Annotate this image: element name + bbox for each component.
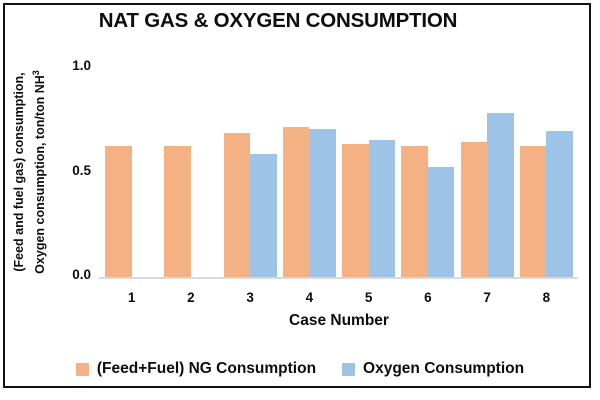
chart-title: NAT GAS & OXYGEN CONSUMPTION [98,9,458,32]
bar-oxygen-case-6 [427,166,455,277]
bar-ng-case-3 [223,133,251,277]
bar-oxygen-case-4 [309,129,336,277]
bar-ng-case-2 [164,145,191,277]
x-tick-label-6: 6 [424,290,432,305]
bar-ng-case-5 [342,143,369,277]
chart-legend: (Feed+Fuel) NG Consumption Oxygen Consum… [0,358,600,380]
legend-label-ng: (Feed+Fuel) NG Consumption [96,360,317,377]
bar-ng-case-8 [519,145,547,277]
x-tick-label-1: 1 [127,290,136,305]
bar-oxygen-case-3 [250,154,277,277]
legend-item-ng: (Feed+Fuel) NG Consumption [75,360,317,378]
x-tick-label-5: 5 [364,290,373,305]
x-axis-label: Case Number [289,312,389,329]
bar-ng-case-6 [401,145,428,277]
bar-oxygen-case-7 [487,112,514,277]
plot-area [102,69,576,277]
y-axis-label-line1: (Feed and fuel gas) consumption, [12,72,26,272]
x-tick-label-2: 2 [187,290,195,305]
bar-ng-case-4 [282,127,310,277]
x-tick-label-7: 7 [483,290,491,305]
x-tick-label-4: 4 [305,290,314,305]
y-tick-label-1.0: 1.0 [72,58,91,73]
bar-ng-case-7 [460,141,488,277]
legend-swatch [75,362,89,376]
x-tick-label-8: 8 [542,290,551,305]
legend-label-oxygen: Oxygen Consumption [363,360,525,377]
x-axis-line [99,277,578,279]
y-axis-label-superscript: 3 [30,70,41,76]
bar-ng-case-1 [105,145,132,277]
y-tick-label-0.5: 0.5 [72,163,91,178]
bar-oxygen-case-8 [546,131,573,277]
y-tick-label-0.0: 0.0 [72,267,91,282]
x-tick-label-3: 3 [246,290,254,305]
legend-swatch [342,362,356,376]
bar-oxygen-case-5 [368,139,396,277]
legend-item-oxygen: Oxygen Consumption [342,360,524,378]
y-axis-label: (Feed and fuel gas) consumption, Oxygen … [11,42,47,302]
x-tick-row: 1 2 3 4 5 6 7 8 [102,290,576,306]
